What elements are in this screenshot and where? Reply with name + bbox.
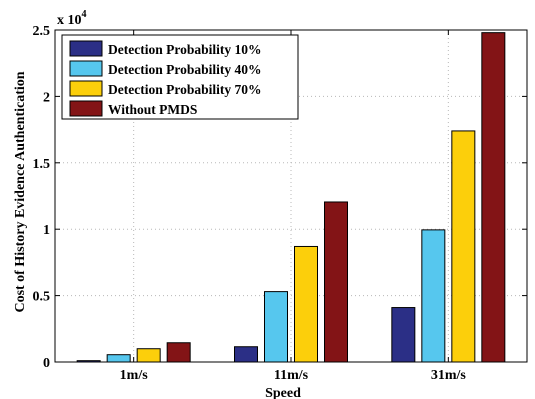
bar (481, 32, 506, 363)
bar (421, 229, 446, 363)
y-multiplier: x 104 (57, 9, 87, 28)
y-tick-label: 1 (43, 223, 50, 238)
y-axis-ticks: 0 0.5 1 1.5 2 2.5 (33, 24, 527, 371)
legend-swatch (69, 40, 103, 57)
bar (294, 245, 318, 363)
y-tick-label: 2 (43, 90, 50, 105)
legend-label: Detection Probability 40% (108, 62, 261, 77)
bar (264, 291, 288, 363)
y-multiplier-base: x 10 (57, 13, 82, 28)
y-tick-label: 0 (43, 356, 50, 371)
legend-swatch (69, 100, 103, 117)
y-axis-label: Cost of History Evidence Authentication (13, 71, 28, 312)
x-tick-label: 1m/s (120, 368, 149, 383)
bar (324, 201, 348, 363)
legend-label: Detection Probability 70% (108, 82, 261, 97)
y-multiplier-exponent: 4 (82, 9, 87, 20)
bars (76, 32, 506, 363)
bar (451, 130, 476, 363)
legend-swatch (69, 80, 103, 97)
x-axis-ticks: 1m/s 11m/s 31m/s (120, 30, 467, 383)
y-tick-label: 2.5 (33, 24, 51, 39)
x-tick-label: 11m/s (274, 368, 309, 383)
x-axis-label: Speed (265, 386, 301, 399)
bar (166, 342, 191, 363)
legend: Detection Probability 10% Detection Proba… (61, 34, 299, 120)
legend-label: Detection Probability 10% (108, 42, 261, 57)
legend-swatch (69, 60, 103, 77)
bar (234, 346, 258, 363)
y-tick-label: 1.5 (33, 157, 51, 172)
legend-label: Without PMDS (108, 102, 197, 117)
bar (106, 354, 131, 363)
x-tick-label: 31m/s (431, 368, 467, 383)
bar (136, 348, 161, 363)
bar (391, 307, 416, 363)
y-tick-label: 0.5 (33, 290, 51, 305)
